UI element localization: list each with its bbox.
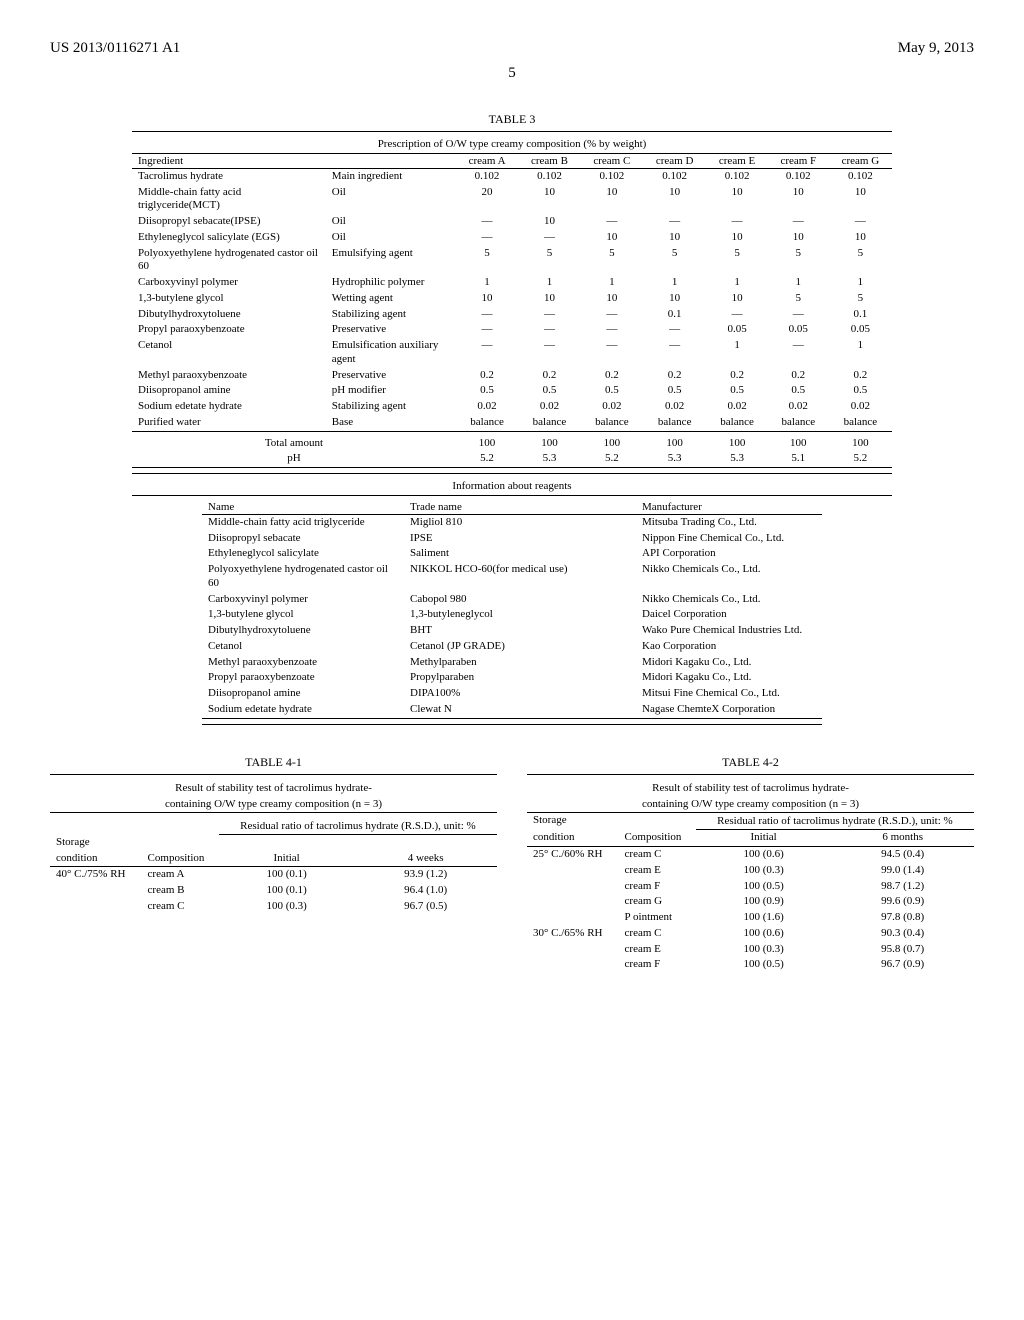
table3-col-ingredient: Ingredient [132,153,326,168]
table42-title: Result of stability test of tacrolimus h… [527,780,974,796]
reagent-col: Manufacturer [636,500,822,515]
table42-caption: TABLE 4-2 [527,755,974,770]
table3-col: cream A [456,153,518,168]
table42-h: condition [527,830,619,847]
table-row: Total amount100100100100100100100 [132,436,892,452]
table3-caption: TABLE 3 [50,112,974,127]
table-row: DibutylhydroxytolueneStabilizing agent——… [132,307,892,323]
table3-col: cream C [581,153,643,168]
table-row: cream B100 (0.1)96.4 (1.0) [50,883,497,899]
table-row: P ointment100 (1.6)97.8 (0.8) [527,910,974,926]
table41-title: Result of stability test of tacrolimus h… [50,780,497,796]
reagents-title: Information about reagents [132,474,892,496]
table-row: Diisopropanol amineDIPA100%Mitsui Fine C… [202,686,822,702]
table-row: 40° C./75% RHcream A100 (0.1)93.9 (1.2) [50,867,497,883]
table42-h: Initial [696,830,831,847]
table-row: Diisopropyl sebacateIPSENippon Fine Chem… [202,531,822,547]
table-row: cream C100 (0.3)96.7 (0.5) [50,899,497,915]
table-row: 25° C./60% RHcream C100 (0.6)94.5 (0.4) [527,847,974,863]
table42-group: Residual ratio of tacrolimus hydrate (R.… [696,813,974,830]
table-row: Carboxyvinyl polymerHydrophilic polymer1… [132,275,892,291]
table41-h: 4 weeks [354,851,497,867]
table-row: Carboxyvinyl polymerCabopol 980Nikko Che… [202,592,822,608]
table-row: Tacrolimus hydrateMain ingredient0.1020.… [132,168,892,184]
table-row: cream F100 (0.5)98.7 (1.2) [527,879,974,895]
table42-h: Storage [527,813,619,830]
table-row: Ethyleneglycol salicylateSalimentAPI Cor… [202,546,822,562]
table42-title2: containing O/W type creamy composition (… [527,796,974,813]
table41-h: Storage [50,835,142,851]
table-row: CetanolCetanol (JP GRADE)Kao Corporation [202,639,822,655]
table-row: Diisopropyl sebacate(IPSE)Oil—10————— [132,214,892,230]
table-row: Methyl paraoxybenzoatePreservative0.20.2… [132,368,892,384]
table-row: Methyl paraoxybenzoateMethylparabenMidor… [202,655,822,671]
table-row: Polyoxyethylene hydrogenated castor oil … [132,246,892,276]
table-row: Polyoxyethylene hydrogenated castor oil … [202,562,822,592]
table41-group: Residual ratio of tacrolimus hydrate (R.… [219,813,497,835]
table3-title: Prescription of O/W type creamy composit… [132,137,892,153]
doc-number: US 2013/0116271 A1 [50,40,180,57]
table41-title2: containing O/W type creamy composition (… [50,796,497,813]
table42-h: Composition [619,830,696,847]
table-row: 1,3-butylene glycol1,3-butyleneglycolDai… [202,607,822,623]
table-row: cream E100 (0.3)99.0 (1.4) [527,863,974,879]
table-row: Sodium edetate hydrateStabilizing agent0… [132,399,892,415]
table41-h: Initial [219,851,354,867]
table-row: Ethyleneglycol salicylate (EGS)Oil——1010… [132,230,892,246]
table41-h: condition [50,851,142,867]
table3-col: cream E [706,153,768,168]
table42: Result of stability test of tacrolimus h… [527,774,974,974]
table41: Result of stability test of tacrolimus h… [50,774,497,915]
table-row: DibutylhydroxytolueneBHTWako Pure Chemic… [202,623,822,639]
table-row: pH5.25.35.25.35.35.15.2 [132,451,892,467]
reagent-col: Name [202,500,404,515]
table-row: Diisopropanol aminepH modifier0.50.50.50… [132,383,892,399]
table3: Prescription of O/W type creamy composit… [132,131,892,500]
table-row: Sodium edetate hydrateClewat NNagase Che… [202,702,822,718]
table42-h: 6 months [831,830,974,847]
table-row: Propyl paraoxybenzoatePropylparabenMidor… [202,670,822,686]
page-header: US 2013/0116271 A1 May 9, 2013 [50,40,974,57]
reagent-col: Trade name [404,500,636,515]
table-row: cream G100 (0.9)99.6 (0.9) [527,894,974,910]
table-row: Middle-chain fatty acid triglyceride(MCT… [132,185,892,215]
doc-date: May 9, 2013 [898,40,974,57]
table-row: Propyl paraoxybenzoatePreservative————0.… [132,322,892,338]
table3-col: cream D [643,153,706,168]
table3-reagents: Name Trade name Manufacturer Middle-chai… [202,500,822,725]
table3-col: cream G [829,153,892,168]
page-number: 5 [50,65,974,82]
table3-col: cream B [518,153,580,168]
table-row: 1,3-butylene glycolWetting agent10101010… [132,291,892,307]
table3-col: cream F [768,153,829,168]
table-row: CetanolEmulsification auxiliary agent———… [132,338,892,368]
table-row: Purified waterBasebalancebalancebalanceb… [132,415,892,431]
table-row: cream E100 (0.3)95.8 (0.7) [527,942,974,958]
table-row: 30° C./65% RHcream C100 (0.6)90.3 (0.4) [527,926,974,942]
table-row: Middle-chain fatty acid triglycerideMigl… [202,514,822,530]
table41-h: Composition [142,851,219,867]
table41-caption: TABLE 4-1 [50,755,497,770]
table-row: cream F100 (0.5)96.7 (0.9) [527,957,974,973]
